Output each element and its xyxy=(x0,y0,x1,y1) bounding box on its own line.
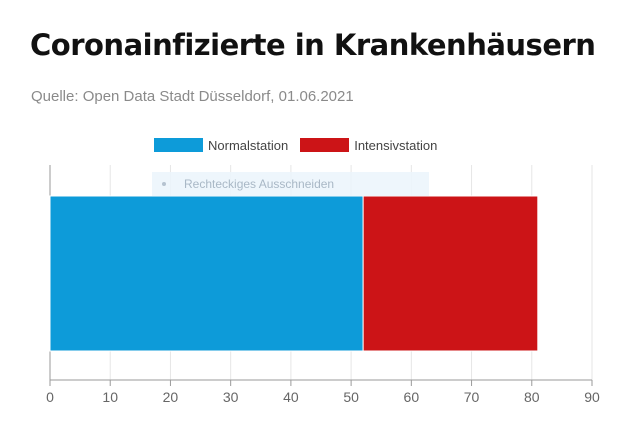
x-tick-label: 10 xyxy=(102,389,118,405)
legend: Normalstation Intensivstation xyxy=(153,137,448,153)
legend-swatch-normalstation xyxy=(153,137,204,153)
x-axis: 0 10 20 30 40 50 60 70 80 90 xyxy=(46,379,600,405)
legend-item-normalstation[interactable]: Normalstation xyxy=(153,137,288,153)
legend-label-normalstation: Normalstation xyxy=(208,137,289,153)
legend-item-intensivstation[interactable]: Intensivstation xyxy=(299,137,437,153)
bar-normalstation[interactable] xyxy=(49,195,364,352)
x-tick-label: 0 xyxy=(46,389,54,405)
chart-subtitle: Quelle: Open Data Stadt Düsseldorf, 01.0… xyxy=(31,88,354,105)
x-tick-label: 20 xyxy=(163,389,179,405)
x-tick-label: 50 xyxy=(343,389,359,405)
snipping-tooltip-label: Rechteckiges Ausschneiden xyxy=(184,177,335,191)
legend-label-intensivstation: Intensivstation xyxy=(354,137,438,153)
x-tick-label: 30 xyxy=(223,389,239,405)
chart-title: Coronainfizierte in Krankenhäusern xyxy=(30,28,596,62)
snipping-tooltip[interactable]: Rechteckiges Ausschneiden xyxy=(152,172,429,196)
x-tick-label: 90 xyxy=(584,389,600,405)
bullet-icon xyxy=(162,182,166,186)
bars xyxy=(49,195,539,352)
bar-intensivstation[interactable] xyxy=(362,195,539,352)
legend-swatch-intensivstation xyxy=(299,137,351,153)
x-tick-label: 40 xyxy=(283,389,299,405)
x-tick-label: 70 xyxy=(464,389,480,405)
x-tick-label: 80 xyxy=(524,389,540,405)
x-tick-label: 60 xyxy=(404,389,420,405)
